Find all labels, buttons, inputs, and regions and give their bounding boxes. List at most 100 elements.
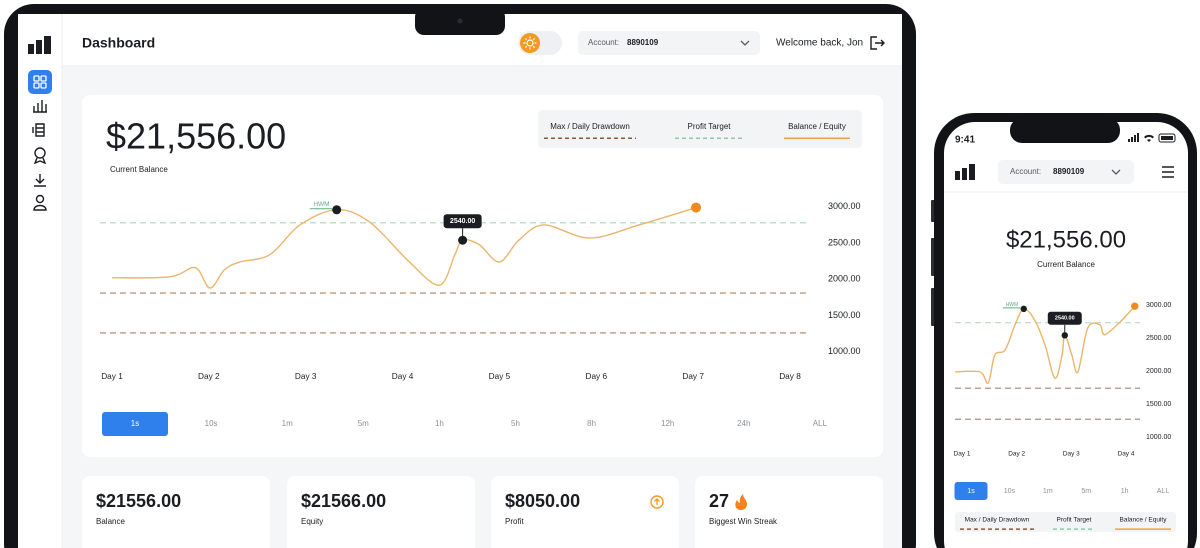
timeframe-selected[interactable] xyxy=(954,482,988,500)
tooltip-label: 2540.00 xyxy=(450,218,475,225)
legend-label: Balance / Equity xyxy=(1120,517,1168,524)
logo xyxy=(28,36,51,54)
timeframe-selected[interactable] xyxy=(102,412,168,436)
sidebar xyxy=(18,14,62,548)
x-tick-label: Day 1 xyxy=(954,451,971,458)
y-tick-label: 1000.00 xyxy=(1146,434,1171,441)
account-number: 8890109 xyxy=(1053,167,1085,176)
timeframe[interactable]: 5m xyxy=(1081,488,1091,495)
stat-label: Biggest Win Streak xyxy=(709,517,778,526)
balance-amount: $21,556.00 xyxy=(106,116,286,157)
legend-label: Profit Target xyxy=(1057,517,1092,524)
nav-dashboard[interactable] xyxy=(28,70,52,94)
theme-knob xyxy=(520,33,540,53)
hwm-marker xyxy=(332,205,342,215)
stat-value: 27 xyxy=(709,491,729,511)
balance-label: Current Balance xyxy=(1037,260,1095,269)
legend-label: Max / Daily Drawdown xyxy=(550,122,630,131)
x-tick-label: Day 3 xyxy=(295,372,317,381)
x-tick-label: Day 4 xyxy=(1118,451,1135,458)
phone-account-select[interactable] xyxy=(998,160,1134,184)
x-tick-label: Day 2 xyxy=(1008,451,1025,458)
x-tick-label: Day 4 xyxy=(392,372,414,381)
hwm-label: HWM xyxy=(1006,302,1019,308)
y-tick-label: 3000.00 xyxy=(828,201,861,211)
y-tick-label: 2000.00 xyxy=(828,274,861,284)
profit-icon xyxy=(650,495,664,509)
balance-line xyxy=(111,206,697,289)
balance-amount: $21,556.00 xyxy=(1006,226,1126,253)
chevron xyxy=(740,40,750,46)
x-tick-label: Day 5 xyxy=(489,372,511,381)
logout[interactable] xyxy=(870,36,885,50)
timeframe[interactable]: 1m xyxy=(1043,488,1053,495)
phone-notch xyxy=(1010,118,1120,143)
timeframe[interactable]: 1s xyxy=(131,419,139,428)
timeframe[interactable]: 1h xyxy=(435,419,444,428)
nav-dashboard-icon xyxy=(33,75,47,89)
timeframe[interactable]: 5h xyxy=(511,419,520,428)
y-tick-label: 1000.00 xyxy=(828,346,861,356)
hwm-marker xyxy=(1020,305,1027,313)
timeframe[interactable]: 8h xyxy=(587,419,596,428)
timeframe[interactable]: 1s xyxy=(967,488,975,495)
timeframe[interactable]: 1h xyxy=(1121,488,1129,495)
nav-icons[interactable] xyxy=(32,100,47,211)
tooltip-label: 2540.00 xyxy=(1055,316,1075,322)
status-icons xyxy=(1128,133,1176,143)
tooltip xyxy=(443,214,482,229)
x-tick-label: Day 3 xyxy=(1063,451,1080,458)
balance-line xyxy=(954,305,1136,384)
stat-label: Profit xyxy=(505,517,524,526)
stat-value: $21556.00 xyxy=(96,491,181,511)
account-select[interactable] xyxy=(578,31,760,55)
status-time: 9:41 xyxy=(955,135,975,146)
y-tick-label: 2000.00 xyxy=(1146,368,1171,375)
y-tick-label: 2500.00 xyxy=(828,237,861,247)
x-tick-label: Day 7 xyxy=(682,372,704,381)
timeframe[interactable]: ALL xyxy=(813,419,828,428)
profit-arrow xyxy=(654,498,660,505)
chart-card xyxy=(82,95,883,457)
tooltip xyxy=(1047,311,1082,325)
flame-icon xyxy=(735,494,747,510)
stat-label: Balance xyxy=(96,517,125,526)
account-label: Account: xyxy=(588,38,619,47)
y-tick-label: 3000.00 xyxy=(1146,302,1171,309)
timeframe[interactable]: 10s xyxy=(1004,488,1016,495)
timeframe[interactable]: 5m xyxy=(358,419,369,428)
end-marker xyxy=(691,202,702,213)
legend-label: Max / Daily Drawdown xyxy=(965,517,1030,524)
x-tick-label: Day 6 xyxy=(585,372,607,381)
timeframe[interactable]: ALL xyxy=(1157,488,1170,495)
account-label: Account: xyxy=(1010,167,1041,176)
timeframe[interactable]: 1m xyxy=(282,419,293,428)
legend-label: Balance / Equity xyxy=(788,122,846,131)
y-tick-label: 1500.00 xyxy=(828,310,861,320)
y-tick-label: 2500.00 xyxy=(1146,335,1171,342)
page-title: Dashboard xyxy=(82,35,155,51)
camera xyxy=(457,18,463,24)
phone-logo xyxy=(955,164,975,180)
timeframe[interactable]: 10s xyxy=(205,419,218,428)
timeframe[interactable]: 24h xyxy=(737,419,750,428)
balance-label: Current Balance xyxy=(110,165,168,174)
legend-box xyxy=(538,110,862,148)
end-marker xyxy=(1131,302,1139,310)
stat-label: Equity xyxy=(301,517,323,526)
stat-value: $8050.00 xyxy=(505,491,580,511)
x-tick-label: Day 1 xyxy=(101,372,123,381)
welcome: Welcome back, Jon xyxy=(776,38,863,49)
legend-box xyxy=(955,512,1176,532)
menu[interactable] xyxy=(1162,166,1174,178)
stat-cards xyxy=(82,476,883,548)
timeframe[interactable]: 12h xyxy=(661,419,674,428)
account-number: 8890109 xyxy=(627,38,659,47)
sun-icon xyxy=(523,36,537,50)
x-tick-label: Day 2 xyxy=(198,372,220,381)
y-tick-label: 1500.00 xyxy=(1146,401,1171,408)
chevron xyxy=(1111,169,1121,175)
x-tick-label: Day 8 xyxy=(779,372,801,381)
